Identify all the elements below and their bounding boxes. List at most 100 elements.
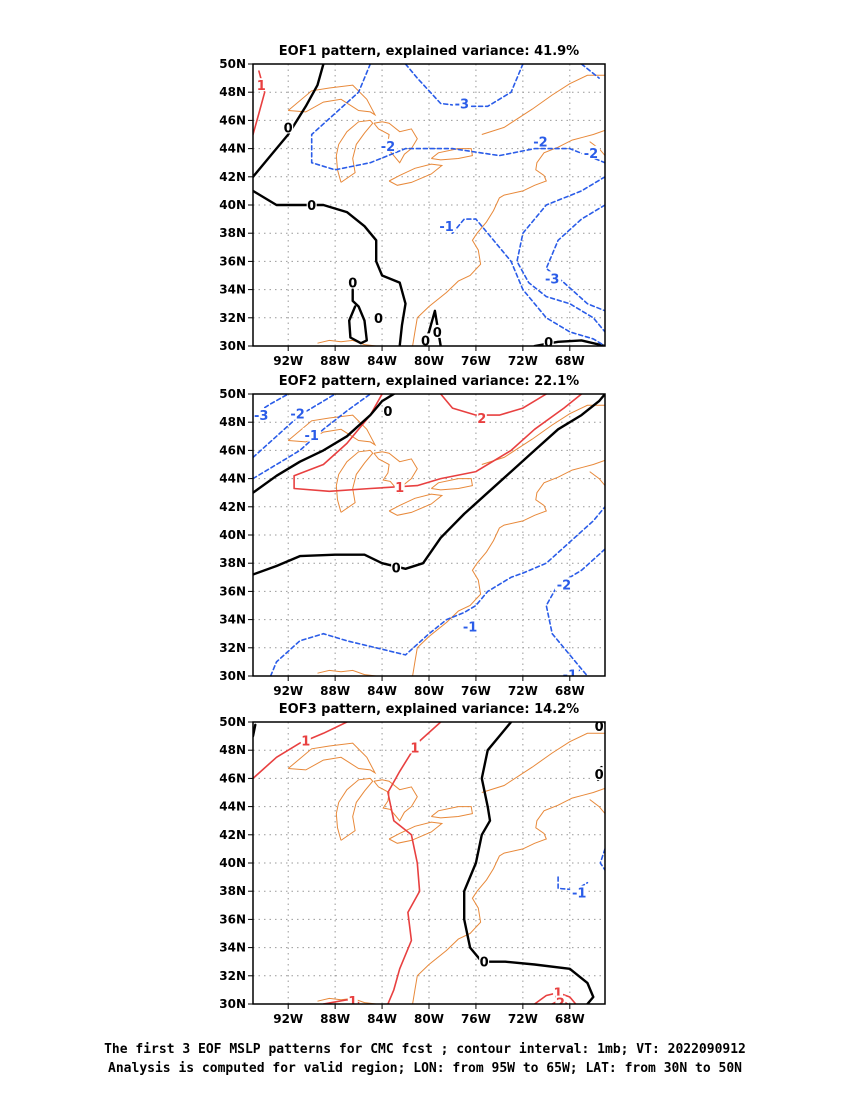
contour-label-bg [300, 733, 311, 747]
y-tick-label: 36N [219, 912, 246, 926]
contour-positive [253, 722, 348, 780]
contour-label: -1 [304, 429, 318, 444]
coastline [412, 459, 605, 676]
x-tick-label: 76W [461, 354, 491, 368]
contour-label: 1 [410, 741, 419, 756]
x-tick-label: 68W [555, 354, 585, 368]
contour-label-bg [256, 78, 267, 92]
contour-label-bg [581, 145, 600, 159]
contour-label: 0 [307, 199, 316, 214]
contour-label-bg [391, 560, 402, 574]
contour-label-bg [283, 120, 294, 134]
x-tick-label: 92W [273, 1012, 303, 1026]
panel-title: EOF1 pattern, explained variance: 41.9% [279, 44, 579, 59]
contour-label: 1 [395, 481, 404, 496]
contour-label-bg [382, 403, 393, 417]
contour-label: 1 [348, 995, 357, 1010]
y-tick-label: 44N [219, 142, 246, 156]
contour-label-bg [543, 334, 554, 346]
coastline [412, 129, 605, 346]
y-tick-label: 32N [219, 969, 246, 983]
y-tick-label: 30N [219, 339, 246, 353]
contour-label: -2 [381, 140, 395, 155]
coastline [373, 779, 418, 822]
y-tick-label: 44N [219, 472, 246, 486]
y-tick-label: 50N [219, 57, 246, 71]
panel-title: EOF2 pattern, explained variance: 22.1% [279, 374, 579, 389]
contour-label-bg [570, 885, 589, 899]
contour-negative [451, 218, 605, 346]
coastline [317, 339, 377, 346]
contour-label: 0 [374, 312, 383, 327]
contour-label-bg [373, 310, 384, 324]
x-tick-label: 76W [461, 684, 491, 698]
x-tick-label: 84W [367, 684, 397, 698]
x-tick-label: 88W [320, 1012, 350, 1026]
eof-panel-2: EOF2 pattern, explained variance: 22.1% 9… [219, 374, 606, 698]
x-tick-label: 84W [367, 1012, 397, 1026]
contour-label-bg [420, 333, 431, 346]
contour-label: 0 [595, 768, 604, 783]
contour-label: -3 [455, 97, 469, 112]
contour-label: 0 [348, 277, 357, 292]
x-tick-label: 92W [273, 684, 303, 698]
y-tick-label: 34N [219, 941, 246, 955]
contour-label: -1 [563, 669, 577, 684]
x-tick-label: 80W [414, 684, 444, 698]
y-tick-label: 50N [219, 387, 246, 401]
y-tick-label: 40N [219, 856, 246, 870]
coastline [287, 84, 377, 117]
contour-label: 0 [392, 561, 401, 576]
x-tick-label: 72W [508, 1012, 538, 1026]
contour-negative [269, 506, 605, 676]
x-tick-label: 72W [508, 354, 538, 368]
coastline [335, 119, 374, 183]
contour-label: 0 [421, 334, 430, 349]
coastline [412, 787, 605, 1004]
contour-label-bg [531, 134, 550, 148]
y-tick-label: 46N [219, 771, 246, 785]
contour-zero [253, 394, 395, 494]
contour-negative [545, 548, 605, 676]
y-tick-label: 46N [219, 443, 246, 457]
contour-label: 0 [383, 405, 392, 420]
x-tick-label: 68W [555, 684, 585, 698]
contour-zero [253, 64, 325, 178]
contour-label: 0 [480, 956, 489, 971]
coastline [589, 799, 605, 814]
contour-label-bg [461, 619, 480, 633]
contour-label-bg [560, 667, 579, 676]
contour-zero [348, 288, 368, 345]
contour-label-bg [378, 138, 397, 152]
coastline [373, 121, 418, 164]
contour-zero [463, 722, 595, 1004]
y-tick-label: 40N [219, 528, 246, 542]
y-tick-label: 38N [219, 884, 246, 898]
y-tick-label: 42N [219, 170, 246, 184]
contour-positive [439, 394, 548, 416]
contour-label-bg [479, 954, 490, 968]
contour-label: -1 [572, 887, 586, 902]
coastline [287, 742, 377, 775]
caption-line-1: The first 3 EOF MSLP patterns for CMC fc… [104, 1042, 746, 1057]
contour-label: 2 [477, 412, 486, 427]
x-tick-label: 92W [273, 354, 303, 368]
contour-label-bg [302, 427, 321, 441]
coastline [335, 449, 374, 513]
contour-label: 1 [301, 734, 310, 749]
y-tick-label: 48N [219, 743, 246, 757]
contour-label: 0 [284, 121, 293, 136]
contour-label-bg [594, 767, 605, 781]
map-frame [252, 721, 606, 1005]
coastline [430, 806, 473, 819]
y-tick-label: 50N [219, 715, 246, 729]
x-tick-label: 80W [414, 1012, 444, 1026]
x-tick-label: 80W [414, 354, 444, 368]
coastline [481, 732, 605, 793]
coastline [388, 821, 444, 844]
contour-positive [293, 394, 583, 493]
map-frame [252, 63, 606, 347]
contour-negative [310, 64, 605, 171]
contour-label-bg [432, 324, 443, 338]
